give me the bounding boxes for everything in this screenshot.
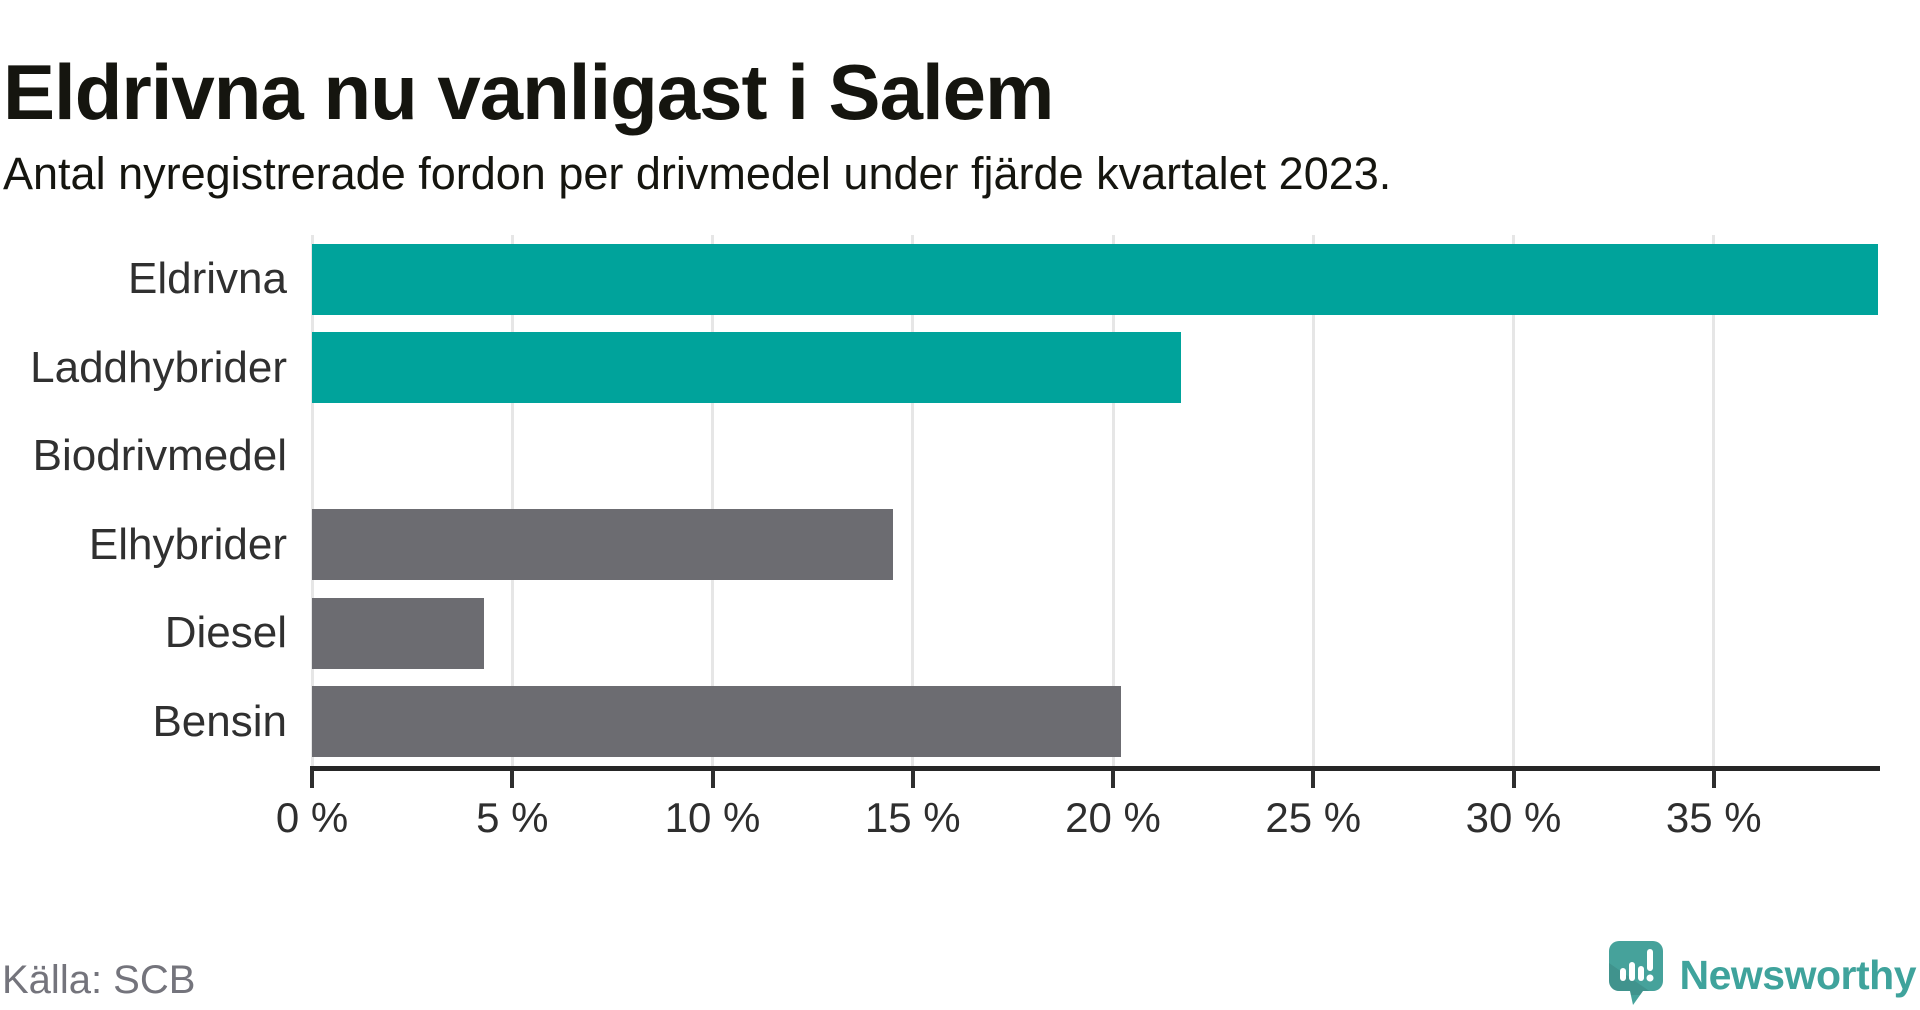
brand-name: Newsworthy (1679, 952, 1917, 998)
bar-eldrivna (312, 243, 1878, 315)
gridline-5 (510, 235, 514, 766)
x-axis-tick-10 (710, 770, 715, 788)
bar-elhybrider (312, 509, 893, 581)
x-axis-tick-35 (1711, 770, 1716, 788)
category-label-biodrivmedel: Biodrivmedel (32, 431, 287, 481)
x-axis-tick-label-15: 15 % (864, 794, 961, 841)
x-axis-tick-label-20: 20 % (1065, 794, 1161, 841)
gridline-0 (310, 235, 314, 766)
gridline-25 (1311, 235, 1315, 766)
source-note: Källa: SCB (2, 958, 196, 1002)
category-label-diesel: Diesel (164, 608, 287, 658)
gridline-30 (1512, 235, 1516, 766)
category-label-bensin: Bensin (152, 696, 287, 746)
x-axis-tick-label-35: 35 % (1665, 794, 1762, 841)
newsworthy-logo-icon (1608, 941, 1663, 1005)
gridline-10 (711, 235, 714, 766)
x-axis-tick-5 (510, 770, 515, 788)
gridline-15 (911, 235, 915, 766)
x-axis-tick-15 (910, 770, 915, 788)
x-axis-tick-30 (1511, 770, 1516, 788)
brand-logo: Newsworthy (1608, 940, 1917, 1010)
gridline-20 (1111, 235, 1115, 766)
category-label-laddhybrider: Laddhybrider (30, 342, 287, 392)
x-axis-tick-label-10: 10 % (664, 794, 761, 841)
bar-laddhybrider (312, 332, 1182, 404)
x-axis-tick-25 (1311, 770, 1316, 788)
x-axis-tick-20 (1111, 770, 1116, 788)
gridline-35 (1712, 235, 1716, 766)
page-title: Eldrivna nu vanligast i Salem (3, 48, 1054, 137)
chart-subtitle: Antal nyregistrerade fordon per drivmede… (3, 148, 1392, 199)
x-axis-tick-label-0: 0 % (275, 794, 349, 841)
bar-diesel (312, 597, 485, 669)
category-label-elhybrider: Elhybrider (88, 519, 287, 569)
x-axis-line (310, 766, 1880, 771)
x-axis-tick-label-5: 5 % (476, 794, 549, 841)
x-axis-tick-label-30: 30 % (1465, 794, 1562, 841)
bar-bensin (312, 686, 1122, 758)
category-label-eldrivna: Eldrivna (128, 254, 287, 304)
x-axis-tick-0 (310, 770, 314, 788)
x-axis-tick-label-25: 25 % (1265, 794, 1362, 841)
